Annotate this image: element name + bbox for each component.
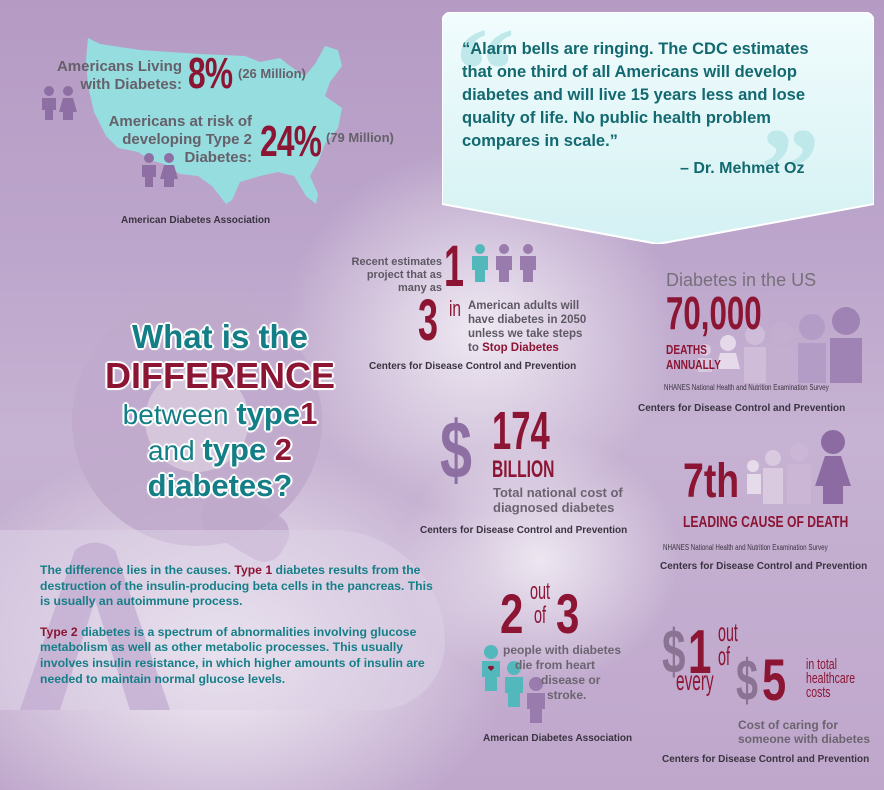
- people-group-icon: [470, 244, 540, 289]
- people-silhouette-icon: [745, 430, 865, 510]
- one-of-five-every: every: [676, 665, 714, 696]
- one-of-five-five: 5: [762, 648, 787, 713]
- at-risk-count: (79 Million): [326, 130, 394, 145]
- question-line-2: DIFFERENCE: [104, 355, 335, 396]
- one-of-five-one: 1: [688, 618, 712, 687]
- deaths-number: 70,000: [666, 287, 762, 339]
- answer-paragraph-1: The difference lies in the causes. Type …: [40, 563, 433, 609]
- source-cdc-2: Centers for Disease Control and Preventi…: [638, 403, 846, 414]
- two-of-three-of: of: [534, 602, 547, 629]
- one-in-three-body: American adults will have diabetes in 20…: [468, 300, 587, 354]
- one-in-three-denominator: 3: [418, 288, 439, 353]
- quote-author: – Dr. Mehmet Oz: [680, 160, 805, 177]
- one-of-five-desc: Cost of caring for someone with diabetes: [738, 718, 871, 746]
- question-line-4: and type 2: [147, 432, 293, 467]
- us-map-shape: [86, 38, 342, 204]
- a-letter-shape: [20, 542, 170, 710]
- source-ada: American Diabetes Association: [121, 215, 271, 226]
- cost-description: Total national cost of diagnosed diabete…: [493, 485, 623, 515]
- open-quote-icon: “: [455, 3, 515, 136]
- rank-ordinal: 7th: [683, 455, 740, 508]
- family-silhouette-icon: [690, 305, 865, 390]
- stop-diabetes-link: Stop Diabetes: [482, 342, 559, 354]
- dollar-sign-icon-2: $: [662, 618, 686, 687]
- dollar-sign-icon-3: $: [736, 648, 758, 713]
- two-of-three-num: 2: [500, 582, 524, 645]
- one-in-three-numerator: 1: [444, 234, 465, 299]
- deaths-heading: Diabetes in the US: [666, 270, 817, 290]
- female-person-icon: [59, 86, 77, 125]
- answer-paragraph-2: Type 2 diabetes is a spectrum of abnorma…: [40, 624, 425, 686]
- q-letter-hole: [145, 368, 249, 472]
- one-of-five-out: out: [718, 617, 738, 647]
- male-person-icon: [40, 86, 58, 125]
- one-in-three-intro: Recent estimates project that as many as: [351, 256, 443, 294]
- two-of-three-den: 3: [556, 582, 580, 645]
- dollar-sign-icon: $: [440, 405, 472, 496]
- question-line-3: between type1: [122, 396, 318, 431]
- one-of-five-tail: in total healthcare costs: [806, 656, 856, 701]
- at-risk-label: Americans at risk of developing Type 2 D…: [108, 113, 252, 166]
- source-ada-2: American Diabetes Association: [483, 733, 633, 744]
- rank-survey: NHANES National Health and Nutrition Exa…: [663, 543, 828, 552]
- female-person-icon: [160, 153, 178, 192]
- male-person-icon: [140, 153, 158, 192]
- quote-text: “Alarm bells are ringing. The CDC estima…: [462, 40, 809, 150]
- cost-number: 174: [492, 401, 550, 461]
- quote-box: [442, 12, 874, 244]
- two-of-three-desc: people with diabetes die from heart dise…: [503, 643, 622, 702]
- living-percent: 8%: [188, 49, 233, 98]
- heart-people-icon: [480, 644, 550, 729]
- one-of-five-of: of: [718, 641, 730, 671]
- cost-unit: BILLION: [492, 456, 555, 483]
- in-word: in: [449, 296, 461, 321]
- at-risk-percent: 24%: [260, 117, 322, 166]
- rank-label: LEADING CAUSE OF DEATH: [683, 514, 849, 531]
- close-quote-icon: ”: [760, 103, 820, 236]
- question-line-5: diabetes?: [147, 468, 293, 503]
- question-line-1: What is the: [131, 318, 308, 355]
- living-count: (26 Million): [238, 66, 306, 81]
- living-label: Americans Living with Diabetes:: [56, 58, 182, 93]
- source-cdc-5: Centers for Disease Control and Preventi…: [662, 754, 870, 765]
- two-of-three-out: out: [530, 578, 551, 605]
- deaths-survey: NHANES National Health and Nutrition Exa…: [664, 383, 829, 392]
- source-cdc-3: Centers for Disease Control and Preventi…: [420, 525, 628, 536]
- answer-text: The difference lies in the causes. Type …: [40, 563, 440, 702]
- deaths-label: DEATHS ANNUALLY: [666, 342, 721, 372]
- source-cdc-1: Centers for Disease Control and Preventi…: [369, 361, 577, 372]
- source-cdc-4: Centers for Disease Control and Preventi…: [660, 561, 868, 572]
